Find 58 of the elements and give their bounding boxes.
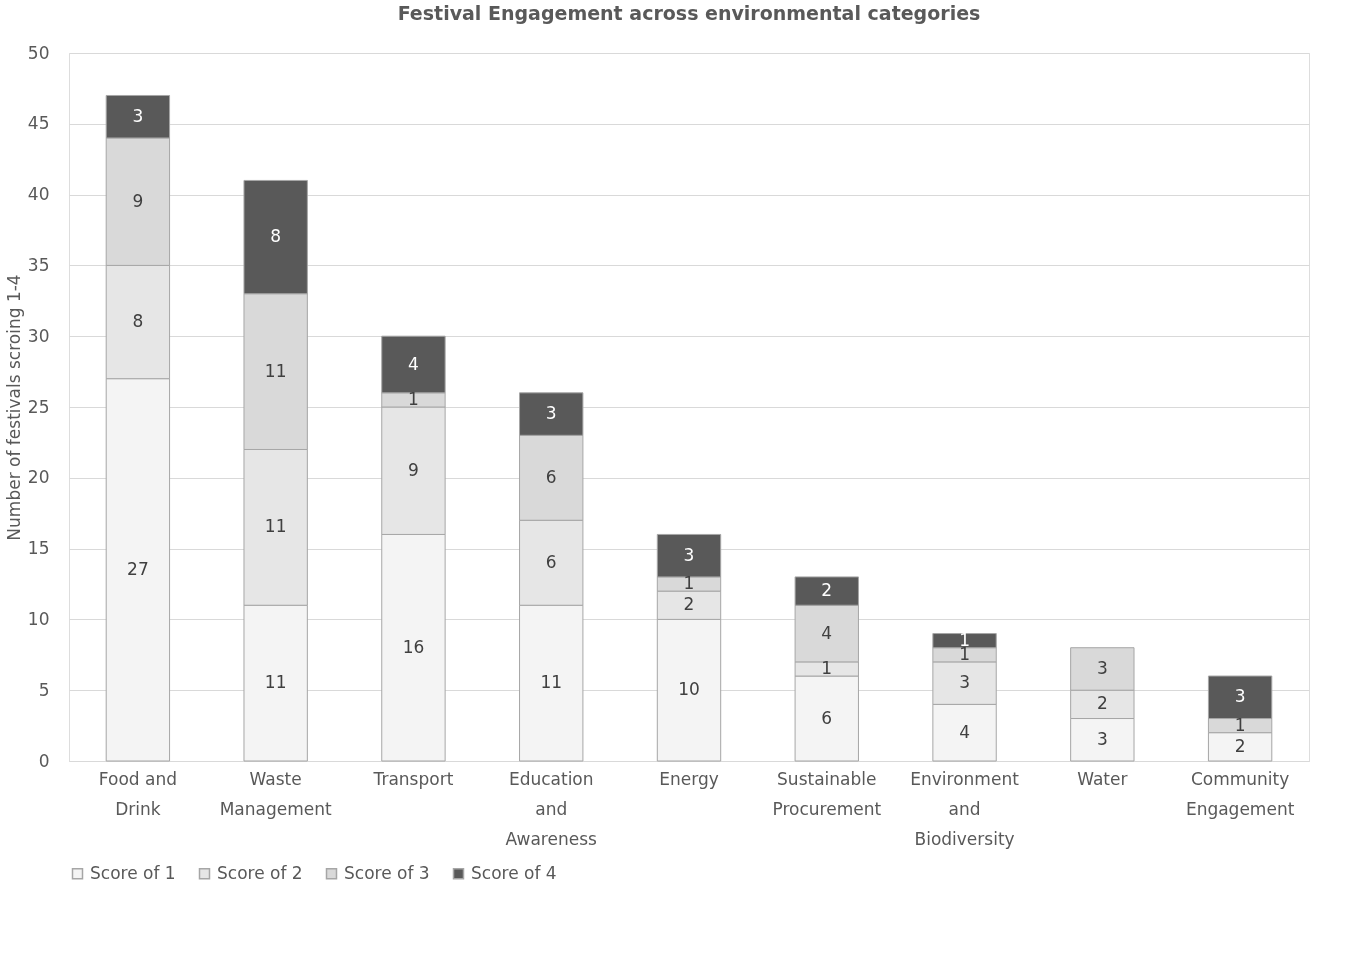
data-label: 11: [540, 672, 563, 693]
x-tick-label: Education and Awareness: [505, 768, 597, 849]
data-label: 6: [545, 551, 557, 572]
data-label: 3: [1096, 657, 1108, 678]
y-tick-label: 0: [38, 750, 50, 771]
data-label: 1: [1234, 714, 1246, 735]
data-label: 3: [545, 403, 557, 424]
data-label: 1: [821, 657, 833, 678]
data-label: 6: [821, 707, 833, 728]
data-label: 2: [1096, 693, 1108, 714]
data-label: 11: [264, 360, 287, 381]
data-label: 4: [959, 721, 970, 742]
y-axis-title: Number of festivals scroing 1-4: [3, 274, 24, 541]
data-label: 2: [821, 580, 833, 601]
data-label: 4: [408, 353, 419, 374]
data-label: 3: [683, 544, 695, 565]
data-label: 2: [1234, 735, 1246, 756]
x-tick-label: Sustainable Procurement: [772, 768, 882, 819]
data-label: 1: [408, 388, 419, 409]
legend-label: Score of 4: [471, 862, 557, 883]
y-tick-label: 5: [38, 679, 50, 700]
data-label: 16: [402, 636, 425, 657]
legend-label: Score of 1: [90, 862, 176, 883]
data-label: 3: [1234, 686, 1246, 707]
data-label: 4: [821, 622, 833, 643]
data-label: 8: [270, 226, 282, 247]
y-tick-label: 45: [27, 113, 50, 134]
chart-title: Festival Engagement across environmental categories: [397, 2, 981, 24]
x-tick-label: Water: [1077, 768, 1128, 789]
data-label: 10: [678, 679, 700, 700]
x-tick-label: Food and Drink: [98, 768, 177, 819]
x-tick-label: Energy: [659, 768, 719, 789]
data-label: 11: [264, 672, 287, 693]
y-tick-label: 40: [27, 184, 50, 205]
y-tick-label: 35: [27, 254, 50, 275]
data-label: 3: [1096, 728, 1108, 749]
x-tick-label: Transport: [372, 768, 454, 789]
y-tick-label: 25: [27, 396, 50, 417]
data-label: 27: [127, 558, 149, 579]
data-label: 9: [132, 190, 144, 211]
legend-label: Score of 3: [344, 862, 430, 883]
data-label: 6: [545, 466, 557, 487]
x-tick-label: Environment and Biodiversity: [910, 768, 1020, 849]
data-label: 11: [264, 516, 287, 537]
y-tick-label: 30: [27, 325, 50, 346]
data-label: 9: [408, 459, 419, 480]
y-tick-label: 15: [27, 538, 50, 559]
x-tick-label: Waste Management: [219, 768, 332, 819]
data-label: 2: [683, 594, 695, 615]
legend-label: Score of 2: [217, 862, 303, 883]
y-tick-label: 50: [27, 42, 50, 63]
data-label: 3: [959, 672, 970, 693]
x-tick-label: Community Engagement: [1185, 768, 1295, 819]
data-label: 8: [132, 311, 144, 332]
data-label: 3: [132, 105, 144, 126]
y-tick-label: 10: [27, 608, 50, 629]
y-tick-label: 20: [27, 467, 50, 488]
data-label: 1: [683, 573, 695, 593]
